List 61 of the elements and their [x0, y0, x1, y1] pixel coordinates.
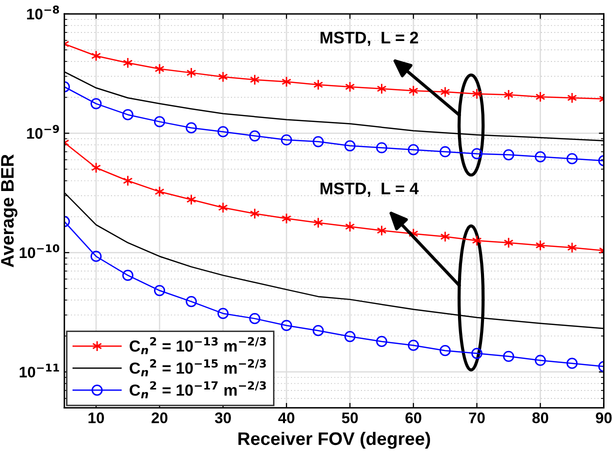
point	[440, 86, 450, 98]
point	[503, 149, 514, 160]
point	[534, 151, 546, 162]
point	[440, 231, 450, 242]
point	[344, 140, 356, 152]
point	[249, 313, 260, 324]
point	[280, 320, 292, 332]
y-axis-title: Average BER	[1, 154, 18, 268]
point	[534, 354, 546, 366]
legend-label: C$_{n}$$^{2}$ = 10$^{−17}$ m$^{−2/3}$	[130, 381, 266, 398]
point	[344, 330, 356, 342]
point	[122, 57, 133, 68]
x-tick-label: 50	[342, 412, 358, 424]
point	[312, 325, 324, 336]
point	[376, 225, 387, 236]
point	[471, 348, 482, 359]
x-tick-label: 30	[214, 412, 231, 424]
legend-label: C$_{n}$$^{2}$ = 10$^{−15}$ m$^{−2/3}$	[130, 359, 266, 376]
point	[122, 109, 134, 120]
point	[471, 148, 482, 160]
x-tick-label: 40	[278, 412, 294, 424]
y-tick-label: 10$^{−10}$	[20, 244, 60, 258]
point	[154, 63, 164, 74]
point	[408, 340, 419, 351]
point	[90, 250, 102, 262]
point	[186, 296, 197, 308]
y-tick-label: 10$^{−9}$	[27, 124, 59, 139]
x-tick-label: 90	[596, 412, 612, 424]
point	[312, 136, 324, 148]
annotation: MSTD, L = 4	[320, 182, 419, 197]
point	[408, 144, 419, 156]
point	[566, 153, 578, 164]
x-tick-label: 10	[88, 412, 104, 424]
point	[217, 126, 229, 138]
point	[472, 235, 482, 246]
point	[217, 308, 229, 320]
legend-label: C$_{n}$$^{2}$ = 10$^{−13}$ m$^{−2/3}$	[130, 337, 266, 354]
point	[503, 350, 514, 362]
point	[186, 194, 196, 206]
point	[440, 146, 451, 158]
point	[122, 270, 134, 281]
point	[376, 142, 388, 154]
point	[535, 240, 546, 251]
x-axis-title: Receiver FOV (degree)	[238, 432, 430, 449]
point	[249, 130, 260, 142]
point	[566, 358, 578, 369]
x-tick-label: 60	[405, 412, 422, 424]
point	[90, 98, 102, 110]
y-tick-label: 10$^{−8}$	[27, 6, 60, 20]
y-tick-label: 10$^{−11}$	[20, 364, 60, 378]
x-tick-label: 70	[469, 412, 485, 424]
point	[504, 237, 514, 248]
x-tick-label: 20	[152, 412, 168, 424]
point	[186, 122, 197, 134]
point	[280, 134, 292, 146]
point	[154, 284, 166, 296]
point	[154, 116, 166, 128]
point	[376, 336, 388, 348]
x-tick-label: 80	[532, 412, 548, 424]
point	[440, 345, 451, 356]
annotation: MSTD, L = 2	[320, 32, 418, 46]
